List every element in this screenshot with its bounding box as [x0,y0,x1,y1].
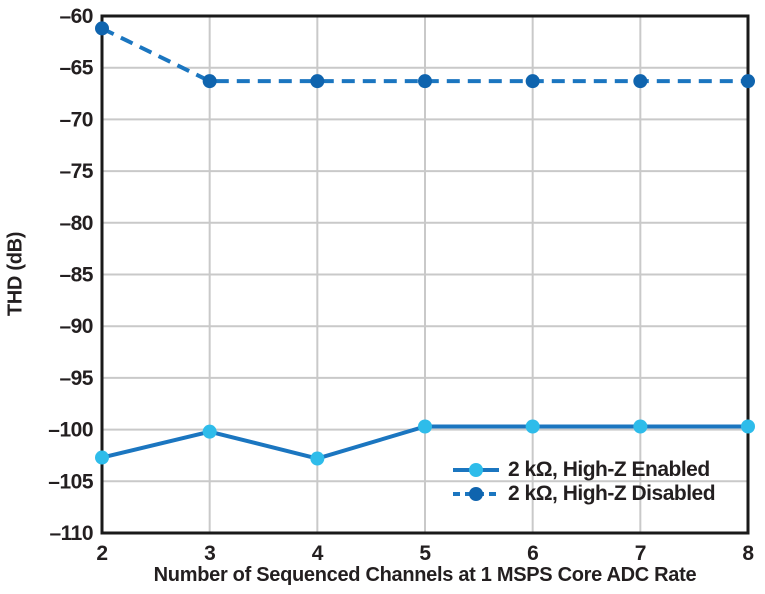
legend-dashed-line-sample-icon [453,486,499,501]
data-point-series-1 [741,74,755,89]
legend: 2 kΩ, High-Z Enabled 2 kΩ, High-Z Disabl… [452,458,716,505]
y-tick-label: –110 [49,522,93,545]
y-axis-title: THD (dB) [4,231,27,317]
data-point-series-0 [310,451,325,466]
x-tick-label: 8 [742,542,754,565]
y-tick-label: –60 [59,5,93,28]
plot-frame [100,14,750,535]
y-tick-label: –70 [59,108,93,131]
data-point-series-1 [95,21,109,36]
x-axis-title: Number of Sequenced Channels at 1 MSPS C… [153,564,697,586]
x-tick-label: 7 [635,542,646,565]
data-point-series-1 [418,74,432,89]
x-tick-label: 5 [419,542,431,565]
data-point-series-0 [95,450,109,465]
x-tick-label: 2 [96,542,107,565]
y-tick-label: –65 [59,57,93,80]
legend-solid-line-sample-icon [453,462,499,477]
y-tick-label: –95 [59,367,93,390]
data-point-series-0 [741,419,755,434]
y-tick-label: –90 [59,315,93,338]
x-tick-label: 6 [527,542,538,565]
data-point-series-1 [633,74,648,89]
data-point-series-1 [202,74,217,89]
y-tick-label: –80 [59,212,93,235]
legend-item-high-z-disabled: 2 kΩ, High-Z Disabled [452,482,716,505]
data-point-series-1 [310,74,325,89]
legend-label-disabled: 2 kΩ, High-Z Disabled [508,482,716,505]
data-point-series-0 [633,419,648,434]
data-point-series-0 [418,419,432,434]
y-tick-label: –100 [48,419,93,442]
data-point-series-0 [525,419,540,434]
legend-item-high-z-enabled: 2 kΩ, High-Z Enabled [452,458,715,481]
legend-label-enabled: 2 kΩ, High-Z Enabled [508,458,710,481]
y-tick-label: –75 [59,160,93,183]
data-point-series-0 [202,424,217,439]
data-point-series-1 [525,74,540,89]
x-tick-label: 4 [312,542,324,565]
y-tick-label: –105 [48,470,94,493]
y-tick-label: –85 [59,264,93,287]
x-tick-label: 3 [204,542,215,565]
